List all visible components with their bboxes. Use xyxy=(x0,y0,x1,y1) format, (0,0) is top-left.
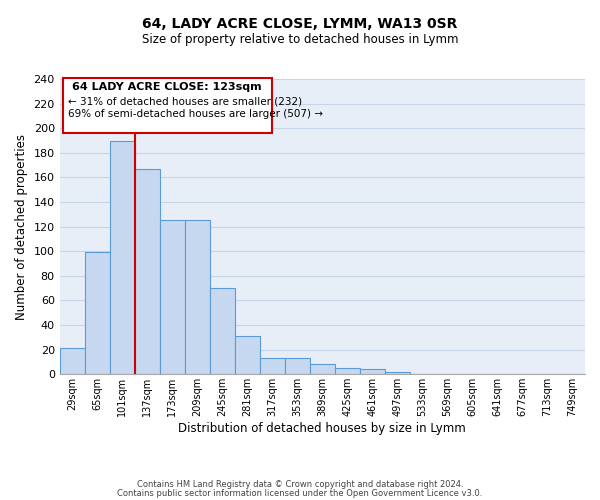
Bar xyxy=(185,220,210,374)
Bar xyxy=(235,336,260,374)
Bar xyxy=(310,364,335,374)
Bar xyxy=(160,220,185,374)
Text: Contains public sector information licensed under the Open Government Licence v3: Contains public sector information licen… xyxy=(118,488,482,498)
Bar xyxy=(260,358,285,374)
Bar xyxy=(59,348,85,374)
Bar xyxy=(135,169,160,374)
Text: Contains HM Land Registry data © Crown copyright and database right 2024.: Contains HM Land Registry data © Crown c… xyxy=(137,480,463,489)
Bar xyxy=(285,358,310,374)
Bar xyxy=(85,252,110,374)
Bar xyxy=(385,372,410,374)
Bar xyxy=(110,140,135,374)
Text: 64 LADY ACRE CLOSE: 123sqm: 64 LADY ACRE CLOSE: 123sqm xyxy=(73,82,262,92)
Bar xyxy=(210,288,235,374)
Text: Size of property relative to detached houses in Lymm: Size of property relative to detached ho… xyxy=(142,32,458,46)
X-axis label: Distribution of detached houses by size in Lymm: Distribution of detached houses by size … xyxy=(178,422,466,435)
Bar xyxy=(360,370,385,374)
Bar xyxy=(335,368,360,374)
Text: ← 31% of detached houses are smaller (232): ← 31% of detached houses are smaller (23… xyxy=(68,97,302,107)
Text: 64, LADY ACRE CLOSE, LYMM, WA13 0SR: 64, LADY ACRE CLOSE, LYMM, WA13 0SR xyxy=(142,18,458,32)
Y-axis label: Number of detached properties: Number of detached properties xyxy=(15,134,28,320)
Text: 69% of semi-detached houses are larger (507) →: 69% of semi-detached houses are larger (… xyxy=(68,110,323,120)
